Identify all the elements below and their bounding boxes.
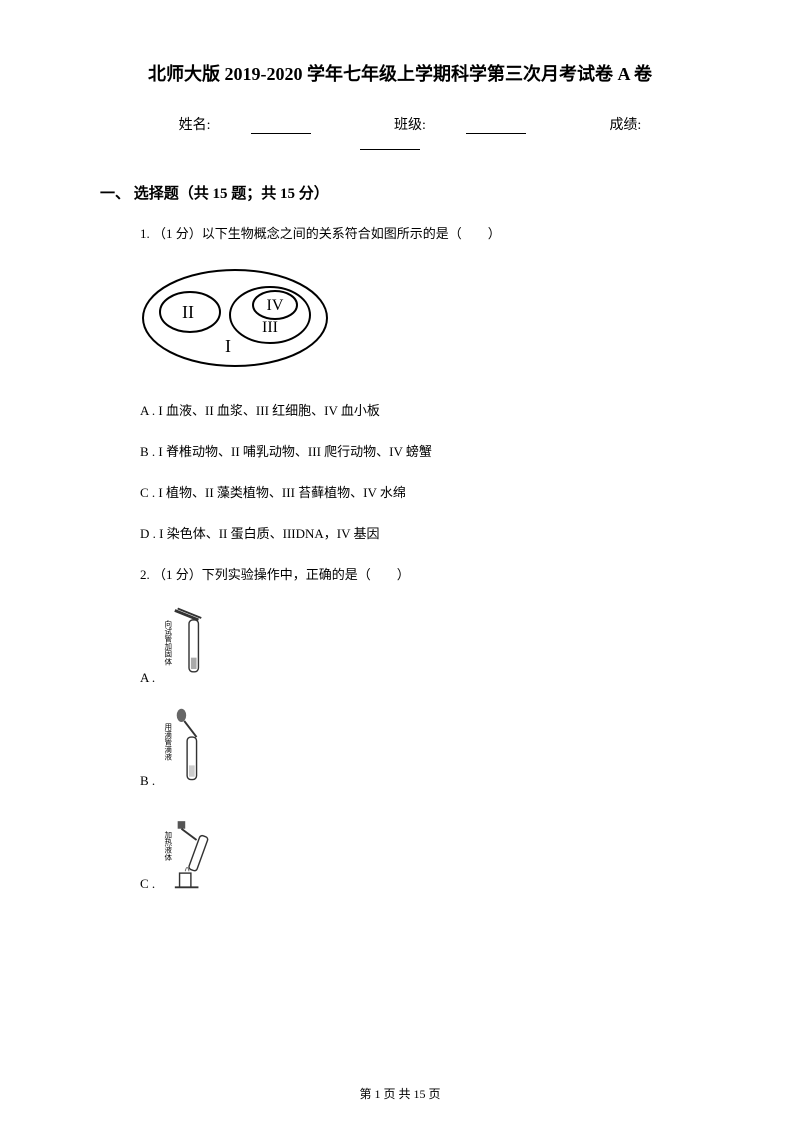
question-1: 1. （1 分）以下生物概念之间的关系符合如图所示的是（ ） II IV III…: [140, 223, 700, 542]
venn-label-3: III: [262, 319, 278, 336]
class-blank: [466, 118, 526, 134]
q1-option-c: C . I 植物、II 藻类植物、III 苔藓植物、IV 水绵: [140, 482, 700, 501]
q2-a-label: A .: [140, 670, 155, 686]
name-blank: [251, 118, 311, 134]
q2-option-a: A . 向试管加固体: [140, 601, 700, 686]
q2-c-label: C .: [140, 876, 155, 892]
exp-a-caption: 向试管加固体: [164, 619, 173, 667]
experiment-c-icon: 加热液体: [159, 807, 219, 892]
page-title: 北师大版 2019-2020 学年七年级上学期科学第三次月考试卷 A 卷: [100, 60, 700, 86]
q2-option-b: B . 用滴管滴液: [140, 704, 700, 789]
score-blank: [360, 134, 420, 150]
venn-label-1: I: [225, 336, 231, 356]
q1-option-a: A . I 血液、II 血浆、III 红细胞、IV 血小板: [140, 400, 700, 419]
question-2-text: 2. （1 分）下列实验操作中，正确的是（ ）: [140, 564, 700, 583]
exp-b-caption: 用滴管滴液: [164, 723, 173, 762]
q1-option-b: B . I 脊椎动物、II 哺乳动物、III 爬行动物、IV 螃蟹: [140, 441, 700, 460]
q2-b-label: B .: [140, 773, 155, 789]
class-label: 班级:: [374, 118, 546, 133]
venn-label-2: II: [182, 302, 194, 322]
info-row: 姓名: 班级: 成绩:: [100, 114, 700, 150]
q1-option-d: D . I 染色体、II 蛋白质、IIIDNA，IV 基因: [140, 523, 700, 542]
venn-diagram: II IV III I: [140, 260, 340, 380]
q2-option-c: C . 加热液体: [140, 807, 700, 892]
experiment-b-icon: 用滴管滴液: [159, 704, 219, 789]
name-label: 姓名:: [159, 118, 331, 133]
venn-label-4: IV: [267, 297, 284, 314]
experiment-a-icon: 向试管加固体: [159, 601, 219, 686]
section-header: 一、 选择题（共 15 题；共 15 分）: [100, 182, 700, 203]
exp-c-caption: 加热液体: [164, 829, 173, 862]
question-1-text: 1. （1 分）以下生物概念之间的关系符合如图所示的是（ ）: [140, 223, 700, 242]
page-footer: 第 1 页 共 15 页: [0, 1085, 800, 1102]
question-2: 2. （1 分）下列实验操作中，正确的是（ ） A . 向试管加固体 B . 用…: [140, 564, 700, 892]
